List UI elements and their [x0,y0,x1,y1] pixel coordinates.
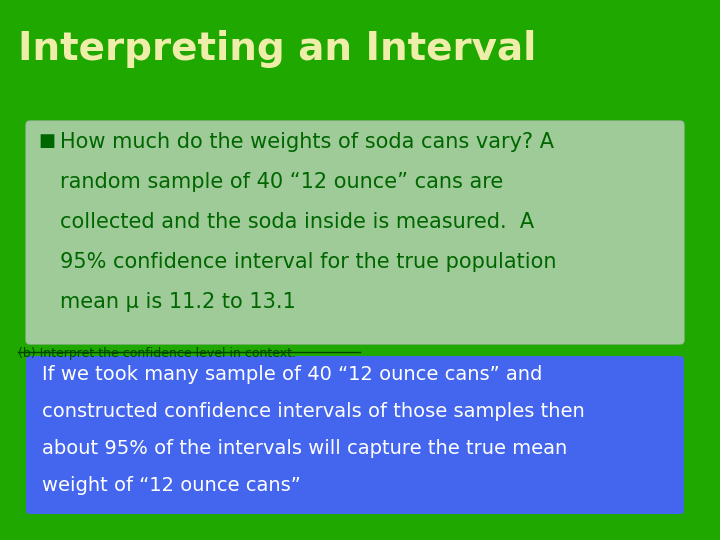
Text: 95% confidence interval for the true population: 95% confidence interval for the true pop… [60,252,557,272]
Text: mean μ is 11.2 to 13.1: mean μ is 11.2 to 13.1 [60,292,296,312]
Text: Interpreting an Interval: Interpreting an Interval [18,30,536,68]
Text: If we took many sample of 40 “12 ounce cans” and: If we took many sample of 40 “12 ounce c… [42,365,542,384]
Text: collected and the soda inside is measured.  A: collected and the soda inside is measure… [60,212,534,232]
Text: about 95% of the intervals will capture the true mean: about 95% of the intervals will capture … [42,439,567,458]
FancyBboxPatch shape [26,121,684,344]
Text: How much do the weights of soda cans vary? A: How much do the weights of soda cans var… [60,132,554,152]
FancyBboxPatch shape [26,356,684,514]
Text: random sample of 40 “12 ounce” cans are: random sample of 40 “12 ounce” cans are [60,172,503,192]
Text: weight of “12 ounce cans”: weight of “12 ounce cans” [42,476,301,495]
Text: ■: ■ [38,132,55,150]
Text: (b) Interpret the confidence level in context.: (b) Interpret the confidence level in co… [18,347,296,360]
Text: constructed confidence intervals of those samples then: constructed confidence intervals of thos… [42,402,585,421]
